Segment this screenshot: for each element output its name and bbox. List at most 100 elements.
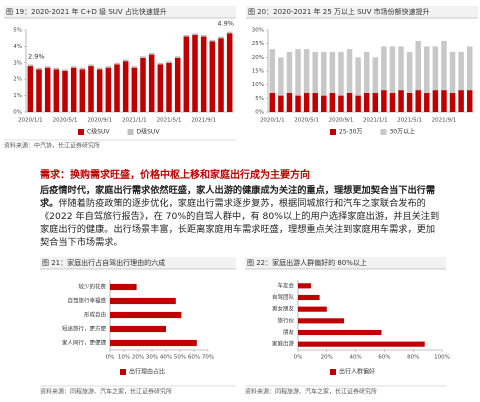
x-tick-label: 30% xyxy=(146,355,158,361)
bar-segment xyxy=(338,51,344,96)
bar-segment xyxy=(62,71,68,112)
bar-segment xyxy=(321,51,327,96)
bar-segment xyxy=(140,56,146,58)
category-label: 车友会 xyxy=(277,281,294,289)
bar-segment xyxy=(200,36,207,113)
bar xyxy=(110,297,176,305)
bar-segment xyxy=(389,92,396,112)
x-tick-label: 0% xyxy=(106,355,115,361)
figure-title: 图 20：2020-2021 年 25 万以上 SUV 市场份额快速提升 xyxy=(248,7,430,16)
bar-segment xyxy=(122,59,129,62)
bar-segment xyxy=(70,66,77,68)
bar-segment xyxy=(122,61,129,112)
bar xyxy=(298,341,425,347)
x-tick-label: 100% xyxy=(434,355,450,361)
x-tick-label: 50% xyxy=(174,355,186,361)
bar-segment xyxy=(424,92,430,112)
bar-segment xyxy=(269,92,276,112)
legend-label: 出行人群偏好 xyxy=(339,368,375,376)
legend-swatch xyxy=(330,129,336,135)
legend-label: C级SUV xyxy=(87,128,110,136)
bar-segment xyxy=(346,49,353,93)
bar-segment xyxy=(449,51,456,93)
bar-segment xyxy=(200,34,207,37)
figure-title-bg xyxy=(245,257,446,269)
bar-segment xyxy=(174,56,181,58)
bar-segment xyxy=(44,66,51,68)
y-tick-label: 15% xyxy=(252,69,264,75)
x-tick-label: 2020/1/1 xyxy=(260,118,285,124)
bar-segment xyxy=(218,36,224,39)
bar-segment xyxy=(389,46,396,93)
bar-segment xyxy=(148,54,155,112)
bar-segment xyxy=(226,31,233,34)
bar-segment xyxy=(415,90,421,112)
bar-segment xyxy=(36,69,42,112)
category-label: 男女朋友 xyxy=(272,305,295,313)
x-tick-label: 60% xyxy=(378,355,390,361)
legend-label: 25-30万 xyxy=(339,129,362,136)
bar-segment xyxy=(96,67,103,70)
bar-segment xyxy=(381,90,387,112)
legend-swatch xyxy=(380,129,387,135)
source: 资料来源：同程旅游、汽车之家，长江证券研究所 xyxy=(245,388,377,396)
bar-segment xyxy=(209,39,216,42)
x-tick-label: 2021/9/1 xyxy=(432,118,457,124)
x-tick-label: 2020/1/1 xyxy=(18,118,43,124)
bar-segment xyxy=(140,57,146,112)
bar xyxy=(298,306,327,312)
x-tick-label: 10% xyxy=(118,355,130,361)
bar-segment xyxy=(329,92,336,112)
x-tick-label: 60% xyxy=(188,355,200,361)
bar-segment xyxy=(338,95,344,112)
figure-title-bg xyxy=(4,6,236,18)
annotation: 2.9% xyxy=(28,52,45,60)
bar-segment xyxy=(79,67,86,70)
bar-segment xyxy=(209,41,216,113)
bar-segment xyxy=(432,46,439,91)
bar-segment xyxy=(88,66,94,112)
bar-segment xyxy=(148,52,155,55)
category-label: 家庭出游 xyxy=(272,340,295,348)
y-tick-label: 5% xyxy=(13,28,22,34)
bar-segment xyxy=(157,64,164,112)
bar xyxy=(110,325,166,333)
bar-segment xyxy=(303,49,310,93)
bar-segment xyxy=(303,92,310,112)
annotation: 4.9% xyxy=(217,20,234,28)
x-tick-label: 70% xyxy=(202,355,214,361)
category-label: 自驾旅行幸福感 xyxy=(67,297,106,305)
bar-segment xyxy=(105,67,112,112)
figure-title-bg xyxy=(40,257,236,269)
bar xyxy=(298,318,345,324)
bar-segment xyxy=(398,90,404,112)
bar-segment xyxy=(53,69,60,112)
category-label: 家人同行，更便捷 xyxy=(62,339,107,347)
bar-segment xyxy=(355,57,361,96)
y-tick-label: 1% xyxy=(13,93,22,99)
bar-segment xyxy=(355,95,361,112)
paragraph-body: 伴随着防疫政策的逐步优化，家庭出行需求逐步复苏，根据同城旅行和汽车之家联合发布的… xyxy=(40,198,440,248)
x-tick-label: 2021/5/1 xyxy=(397,118,422,124)
bar-segment xyxy=(415,40,421,91)
bar-segment xyxy=(174,57,181,112)
x-tick-label: 40% xyxy=(160,355,172,361)
legend-label: D级SUV xyxy=(137,128,161,136)
x-tick-label: 2021/1/1 xyxy=(122,118,147,124)
legend-swatch xyxy=(120,369,126,375)
bar-segment xyxy=(432,90,439,112)
bar-segment xyxy=(166,61,172,63)
figure-title: 图 19：2020-2021 年 C+D 级 SUV 占比快速提升 xyxy=(6,7,167,16)
source: 资料来源：同程旅游、汽车之家，长江证券研究所 xyxy=(40,388,172,396)
bar-segment xyxy=(372,57,379,93)
bar xyxy=(298,329,382,336)
bar-segment xyxy=(312,92,318,112)
bar-segment xyxy=(458,90,464,112)
bar xyxy=(298,294,320,301)
x-tick-label: 80% xyxy=(407,355,419,361)
bar-segment xyxy=(458,51,464,91)
bar-segment xyxy=(363,51,370,93)
figure-title-bg xyxy=(246,6,478,18)
